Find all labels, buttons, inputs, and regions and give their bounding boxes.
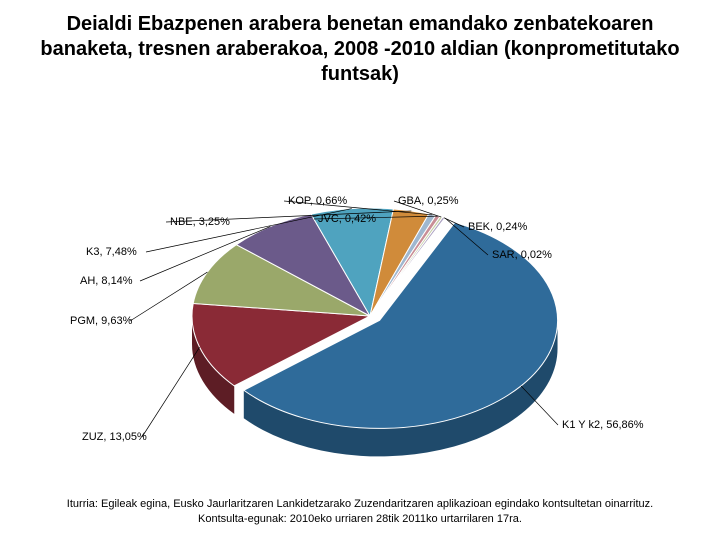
pie-svg [0, 91, 720, 521]
pie-chart: K1 Y k2, 56,86% ZUZ, 13,05% PGM, 9,63% AH, … [0, 91, 720, 491]
footer-line-1: Iturria: Egileak egina, Eusko Jaurlaritz… [0, 497, 720, 511]
label-K1 Y k2: K1 Y k2, 56,86% [562, 419, 644, 431]
label-GBA: GBA, 0,25% [398, 195, 459, 207]
chart-source-footer: Iturria: Egileak egina, Eusko Jaurlaritz… [0, 497, 720, 526]
chart-title: Deialdi Ebazpenen arabera benetan emanda… [0, 0, 720, 91]
footer-line-2: Kontsulta-egunak: 2010eko urriaren 28tik… [0, 512, 720, 526]
label-PGM: PGM, 9,63% [70, 315, 132, 327]
label-SAR: SAR, 0,02% [492, 249, 552, 261]
label-NBE: NBE, 3,25% [170, 216, 230, 228]
label-KOP: KOP, 0,66% [288, 195, 347, 207]
label-K3: K3, 7,48% [86, 246, 137, 258]
label-BEK: BEK, 0,24% [468, 221, 527, 233]
label-AH: AH, 8,14% [80, 275, 133, 287]
label-JVC: JVC, 0,42% [318, 213, 376, 225]
leader-ZUZ [142, 347, 200, 437]
label-ZUZ: ZUZ, 13,05% [82, 431, 147, 443]
